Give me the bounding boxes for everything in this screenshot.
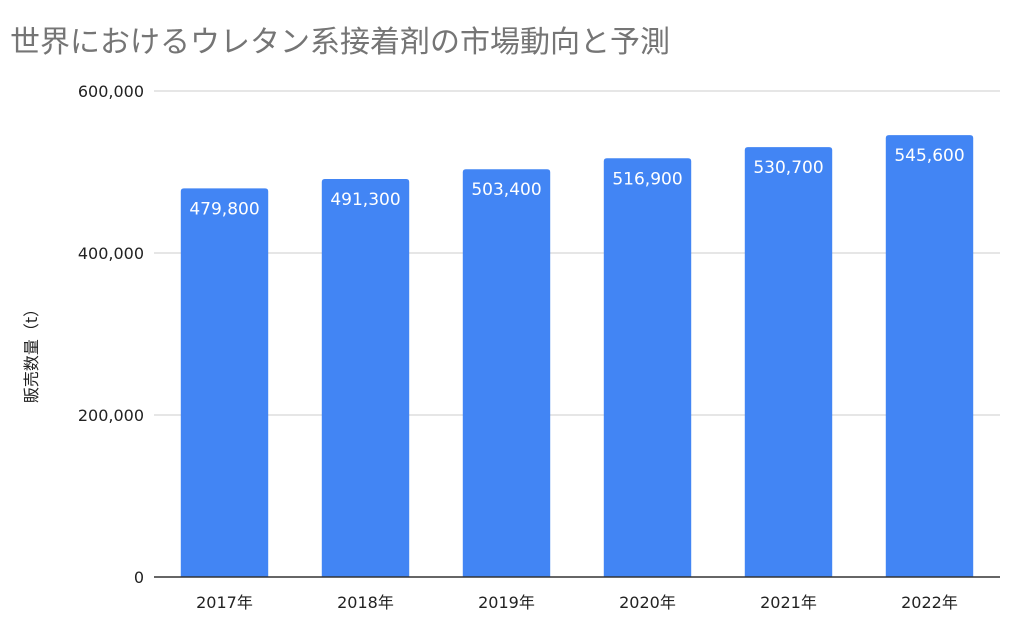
bar bbox=[603, 158, 692, 577]
bar bbox=[744, 147, 833, 577]
x-tick-label: 2022年 bbox=[901, 593, 958, 612]
bar bbox=[180, 188, 269, 577]
data-label: 503,400 bbox=[471, 180, 541, 200]
x-tick-label: 2020年 bbox=[619, 593, 676, 612]
chart-title: 世界におけるウレタン系接着剤の市場動向と予測 bbox=[10, 25, 670, 60]
bar bbox=[321, 179, 410, 577]
x-tick-label: 2018年 bbox=[337, 593, 394, 612]
x-tick-label: 2017年 bbox=[196, 593, 253, 612]
gridlines bbox=[154, 90, 1000, 416]
data-label: 491,300 bbox=[330, 190, 400, 210]
y-tick-label: 200,000 bbox=[78, 406, 144, 425]
data-label: 516,900 bbox=[612, 169, 682, 189]
data-label: 530,700 bbox=[753, 158, 823, 178]
y-tick-label: 0 bbox=[134, 568, 144, 587]
data-labels: 479,800 491,300 503,400 516,900 530,700 545,6… bbox=[189, 146, 964, 219]
bar bbox=[462, 169, 551, 577]
y-axis-title: 販売数量（t） bbox=[22, 301, 41, 403]
x-tick-label: 2019年 bbox=[478, 593, 535, 612]
y-tick-label: 600,000 bbox=[78, 82, 144, 101]
bar bbox=[885, 135, 974, 577]
x-axis-ticks: 2017年 2018年 2019年 2020年 2021年 2022年 bbox=[196, 593, 958, 612]
y-axis-ticks: 0 200,000 400,000 600,000 bbox=[78, 82, 144, 587]
x-tick-label: 2021年 bbox=[760, 593, 817, 612]
data-label: 545,600 bbox=[894, 146, 964, 166]
y-tick-label: 400,000 bbox=[78, 244, 144, 263]
bars bbox=[180, 135, 974, 577]
data-label: 479,800 bbox=[189, 199, 259, 219]
